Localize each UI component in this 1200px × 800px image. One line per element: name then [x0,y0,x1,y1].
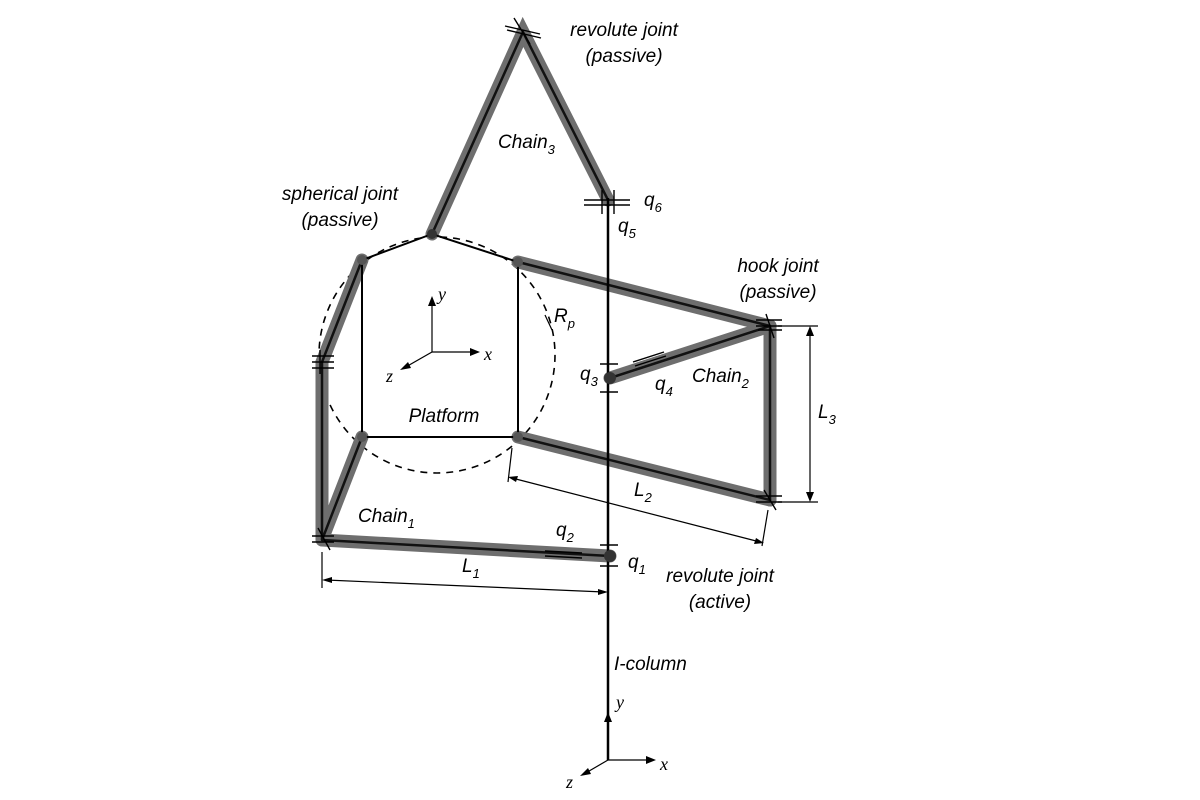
dimension-l3 [778,325,818,503]
joint-ticks [312,17,782,567]
q2-label: q2 [556,520,575,545]
q5-label: q5 [618,216,637,241]
joint-markers [357,229,616,562]
base-axis-z-label: z [565,772,573,792]
i-column-label: I-column [614,654,687,675]
base-axes [580,712,656,776]
chain-2-label: Chain2 [692,366,750,391]
l1-label: L1 [462,556,480,581]
dimension-l2 [507,447,769,547]
platform-axis-x-label: x [483,344,492,364]
l3-label: L3 [818,402,837,427]
top-joint-label-line1: revolute joint [570,20,678,41]
rp-leader [544,314,553,331]
q1-label: q1 [628,552,646,577]
chain-3-label: Chain3 [498,132,556,157]
platform-axis-y-label: y [436,284,446,304]
spherical-joint-label-line2: (passive) [301,210,378,231]
q4-label: q4 [655,374,673,399]
dimension-l1 [321,552,609,600]
base-axis-y-label: y [614,692,624,712]
base-axis-x-label: x [659,754,668,774]
hook-joint-label-line2: (passive) [739,282,816,303]
platform-label: Platform [409,406,480,427]
chain-1-label: Chain1 [358,506,415,531]
active-joint-label-line2: (active) [689,592,751,613]
hook-joint-label-line1: hook joint [737,256,819,277]
chain-2-links [511,255,777,507]
spherical-joint-label-line1: spherical joint [282,184,399,205]
chain-1-links [315,253,617,563]
platform-axis-z-label: z [385,366,393,386]
platform-axes [400,296,480,370]
top-joint-label-line2: (passive) [585,46,662,67]
active-joint-label-line1: revolute joint [666,566,774,587]
rp-label: Rp [554,306,575,331]
q6-label: q6 [644,190,663,215]
q3-label: q3 [580,364,599,389]
l2-label: L2 [634,480,653,505]
platform-outline [361,232,519,438]
